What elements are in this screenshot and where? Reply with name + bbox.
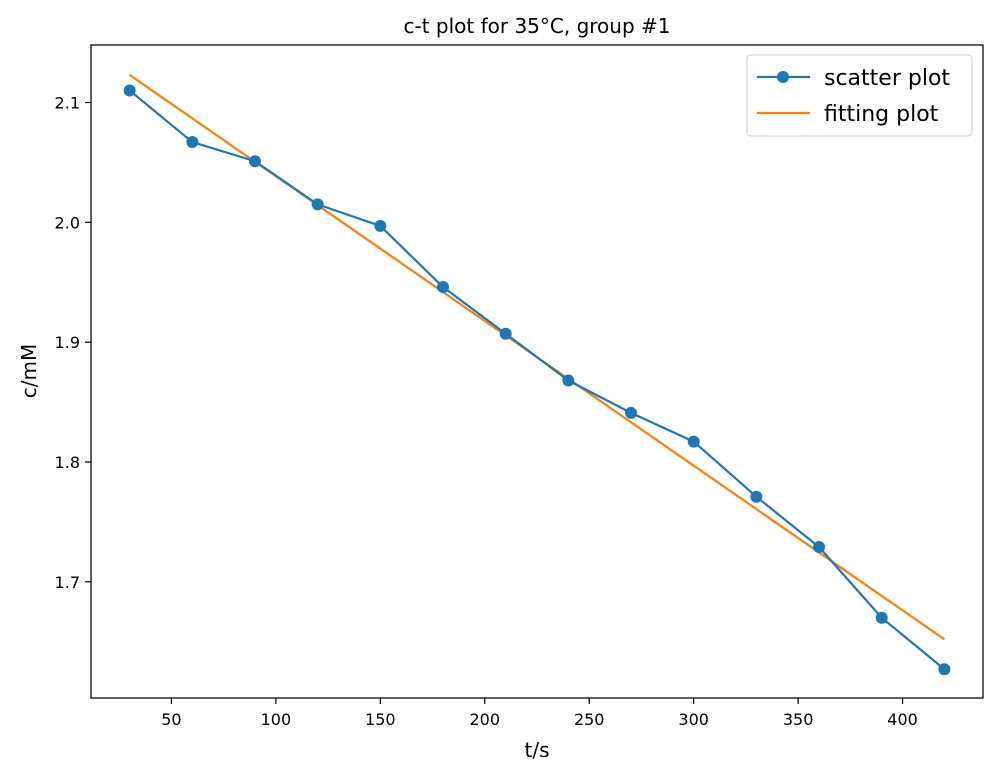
x-tick-label: 50	[161, 710, 181, 729]
y-tick-label: 2.1	[55, 94, 80, 113]
x-tick-label: 300	[678, 710, 709, 729]
y-tick-label: 1.9	[55, 333, 80, 352]
scatter-point	[248, 155, 261, 168]
scatter-point	[311, 198, 324, 211]
scatter-point	[625, 406, 637, 419]
scatter-point	[437, 281, 449, 294]
x-tick-label: 150	[365, 710, 396, 729]
x-axis-label: t/s	[525, 738, 550, 762]
legend-label-fitting: fitting plot	[824, 102, 939, 127]
legend-box	[746, 54, 973, 137]
x-tick-label: 350	[783, 710, 814, 729]
chart-title: c-t plot for 35°C, group #1	[403, 14, 670, 38]
scatter-point	[374, 219, 387, 232]
scatter-point	[123, 84, 136, 97]
y-tick-label: 1.7	[55, 573, 80, 592]
legend-marker-scatter	[777, 71, 789, 83]
x-tick-label: 200	[470, 710, 501, 729]
scatter-point	[687, 435, 700, 448]
x-axis-ticks: 50 100 150 200 250 300 350 400	[161, 698, 918, 729]
scatter-point	[499, 327, 512, 340]
legend-label-scatter: scatter plot	[824, 66, 950, 91]
y-tick-label: 2.0	[55, 213, 80, 232]
y-axis-label: c/mM	[17, 344, 41, 398]
x-tick-label: 100	[261, 710, 292, 729]
scatter-plot-line	[128, 89, 946, 671]
scatter-point	[186, 136, 199, 149]
scatter-point	[813, 541, 826, 554]
y-tick-label: 1.8	[55, 453, 80, 472]
plot-frame	[90, 44, 984, 699]
scatter-point	[875, 611, 888, 624]
legend: scatter plot fitting plot	[746, 54, 973, 137]
x-tick-label: 400	[887, 710, 918, 729]
x-tick-label: 250	[574, 710, 605, 729]
scatter-point	[562, 374, 575, 387]
y-axis-ticks: 1.7 1.8 1.9 2.0 2.1	[55, 94, 91, 592]
scatter-point	[750, 490, 763, 503]
plot-series	[123, 74, 951, 676]
scatter-point	[938, 663, 951, 676]
